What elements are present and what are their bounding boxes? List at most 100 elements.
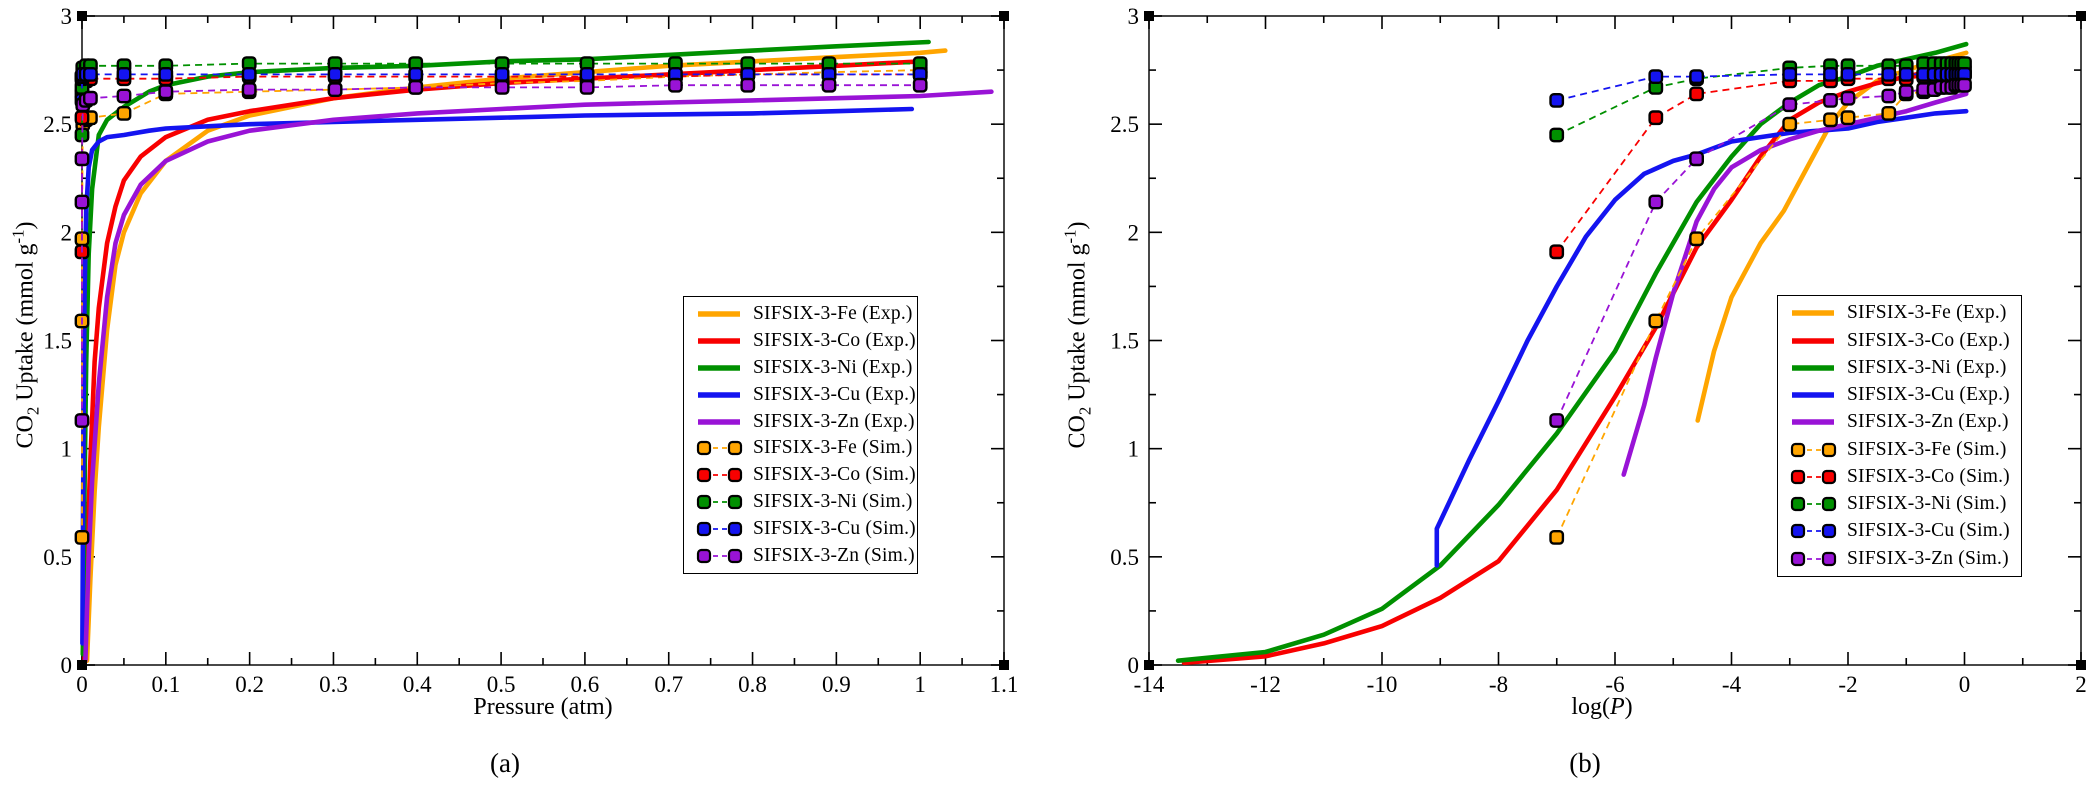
panel-a-y-tick-label: 0 [61, 653, 73, 678]
legend-item: SIFSIX-3-Zn (Sim.) [1790, 546, 2017, 572]
panel-b-x-tick-label: -14 [1134, 672, 1165, 697]
series-SIFSIX-3-Cu-sim-marker [82, 66, 98, 82]
series-SIFSIX-3-Zn-sim-marker [740, 77, 756, 93]
legend-item-label: SIFSIX-3-Ni (Sim.) [1847, 493, 2007, 515]
panel-a-x-tick-label: 0.9 [822, 672, 851, 697]
legend-item: SIFSIX-3-Fe (Exp.) [1790, 300, 2017, 326]
legend-item-label: SIFSIX-3-Co (Sim.) [753, 464, 916, 486]
legend-item-label: SIFSIX-3-Zn (Sim.) [753, 545, 915, 567]
panel-a-caption: (a) [490, 748, 520, 778]
series-SIFSIX-3-Zn-sim-marker [74, 151, 90, 167]
series-SIFSIX-3-Cu-sim-marker [408, 66, 424, 82]
series-SIFSIX-3-Zn-sim-marker [158, 84, 174, 100]
panel-a-y-tick-label: 2 [61, 220, 73, 245]
series-SIFSIX-3-Zn-sim-marker [408, 79, 424, 95]
series-SIFSIX-3-Co-sim-line [1556, 73, 1965, 253]
legend-line-swatch-icon [698, 391, 740, 398]
series-SIFSIX-3-Cu-sim-marker [241, 66, 257, 82]
panel-b-x-tick-label: -2 [1838, 672, 1857, 697]
legend-item-label: SIFSIX-3-Cu (Exp.) [1847, 384, 2010, 406]
series-SIFSIX-3-Fe-sim-marker [1881, 105, 1897, 121]
series-SIFSIX-3-Zn-sim-marker [1782, 97, 1798, 113]
series-SIFSIX-3-Cu-sim-marker [1898, 66, 1914, 82]
series-SIFSIX-3-Fe-sim-marker [1782, 116, 1798, 132]
series-SIFSIX-3-Zn-sim-marker [327, 82, 343, 98]
series-SIFSIX-3-Cu-sim-marker [1881, 66, 1897, 82]
legend-item: SIFSIX-3-Ni (Exp.) [696, 355, 913, 381]
series-SIFSIX-3-Cu-exp-line [1434, 108, 1969, 568]
panel-a-legend: SIFSIX-3-Fe (Exp.) SIFSIX-3-Co (Exp.) SIFS… [683, 296, 918, 574]
legend-item: SIFSIX-3-Zn (Exp.) [696, 409, 915, 435]
legend-marker-swatch-icon [1790, 469, 1837, 484]
legend-item: SIFSIX-3-Fe (Sim.) [696, 435, 913, 461]
series-SIFSIX-3-Ni-sim-marker [1549, 127, 1565, 143]
frame-corner-square [77, 660, 87, 670]
series-SIFSIX-3-Cu-sim-marker [327, 66, 343, 82]
panel-a-plot: 0 0.1 0.2 0.3 0.4 0.5 0.6 0.7 0.8 0.9 1 1.1 0 0.5 1 1.5… [43, 4, 1018, 697]
panel-a-y-tick-label: 1 [61, 437, 73, 462]
legend-item-label: SIFSIX-3-Co (Exp.) [1847, 329, 2010, 351]
legend-item: SIFSIX-3-Cu (Sim.) [1790, 518, 2017, 544]
panel-b-plot: -14 -12 -10 -8 -6 -4 -2 0 2 0 0.5 1 1.5 2 2.5 3 [1110, 4, 2087, 697]
series-SIFSIX-3-Zn-sim-marker [579, 79, 595, 95]
legend-item-label: SIFSIX-3-Cu (Sim.) [753, 518, 916, 540]
series-SIFSIX-3-Ni-exp-line [80, 39, 931, 657]
series-SIFSIX-3-Ni-exp-line [1175, 41, 1969, 663]
panel-a-x-tick-label: 1.1 [990, 672, 1019, 697]
series-SIFSIX-3-Co-sim-marker [1648, 110, 1664, 126]
panel-a-x-axis-title: Pressure (atm) [473, 694, 613, 720]
legend-item-label: SIFSIX-3-Cu (Sim.) [1847, 520, 2010, 542]
legend-line-swatch-icon [698, 311, 740, 317]
series-SIFSIX-3-Zn-sim-marker [1898, 84, 1914, 100]
panel-a-y-tick-label: 2.5 [43, 112, 72, 137]
panel-b-y-tick-label: 0 [1128, 653, 1140, 678]
panel-b-x-tick-label: -12 [1250, 672, 1281, 697]
legend-item-label: SIFSIX-3-Fe (Exp.) [753, 302, 913, 324]
frame-corner-square [2076, 11, 2086, 21]
panel-b-legend: SIFSIX-3-Fe (Exp.) SIFSIX-3-Co (Exp.) SIFS… [1777, 295, 2022, 577]
panel-a-x-tick-label: 0.6 [571, 672, 600, 697]
legend-marker-swatch-icon [696, 522, 743, 537]
series-SIFSIX-3-Fe-sim-marker [74, 530, 90, 545]
panel-a-x-tick-label: 0.1 [151, 672, 180, 697]
series-SIFSIX-3-Fe-sim-marker [1549, 530, 1565, 545]
legend-marker-swatch-icon [1790, 551, 1837, 566]
legend-line-swatch-icon [698, 418, 740, 425]
legend-item: SIFSIX-3-Fe (Exp.) [696, 301, 913, 327]
series-SIFSIX-3-Zn-sim-marker [494, 79, 510, 95]
legend-line-swatch-icon [698, 364, 740, 371]
legend-item-label: SIFSIX-3-Zn (Exp.) [1847, 411, 2009, 433]
panel-b-y-tick-label: 2.5 [1110, 112, 1139, 137]
panel-a-y-tick-label: 1.5 [43, 329, 72, 354]
legend-item: SIFSIX-3-Cu (Sim.) [696, 516, 916, 542]
panel-b-x-tick-label: -8 [1489, 672, 1508, 697]
panel-b-y-tick-label: 3 [1128, 4, 1140, 29]
series-SIFSIX-3-Zn-sim-marker [241, 82, 257, 98]
panel-b-caption: (b) [1569, 748, 1601, 778]
series-SIFSIX-3-Cu-sim-marker [1549, 92, 1565, 108]
series-SIFSIX-3-Cu-sim-marker [494, 66, 510, 82]
panel-b-x-tick-label: -10 [1367, 672, 1398, 697]
legend-marker-swatch-icon [696, 441, 743, 456]
panel-b-y-tick-label: 1.5 [1110, 329, 1139, 354]
legend-marker-swatch-icon [1790, 442, 1837, 457]
series-SIFSIX-3-Fe-sim-marker [1823, 112, 1838, 128]
series-SIFSIX-3-Fe-sim-marker [1840, 110, 1856, 126]
panel-b-y-tick-label: 1 [1128, 437, 1140, 462]
panel-a-y-axis-title: CO2 Uptake (mmol g-1) [8, 221, 43, 449]
series-SIFSIX-3-Zn-sim-marker [74, 413, 90, 428]
panel-b-y-tick-label: 0.5 [1110, 545, 1139, 570]
series-SIFSIX-3-Zn-sim-marker [1689, 151, 1705, 167]
legend-item: SIFSIX-3-Fe (Sim.) [1790, 437, 2017, 463]
series-SIFSIX-3-Cu-sim-marker [1782, 66, 1798, 82]
panel-b-x-tick-label: 2 [2075, 672, 2087, 697]
legend-item: SIFSIX-3-Cu (Exp.) [1790, 382, 2017, 408]
legend-item-label: SIFSIX-3-Fe (Exp.) [1847, 302, 2007, 324]
series-SIFSIX-3-Zn-sim-marker [821, 77, 837, 93]
frame-corner-square [999, 660, 1009, 670]
legend-marker-swatch-icon [696, 548, 743, 564]
legend-item: SIFSIX-3-Ni (Sim.) [1790, 491, 2017, 517]
legend-item: SIFSIX-3-Zn (Exp.) [1790, 409, 2017, 435]
series-SIFSIX-3-Fe-sim-marker [1648, 313, 1664, 329]
